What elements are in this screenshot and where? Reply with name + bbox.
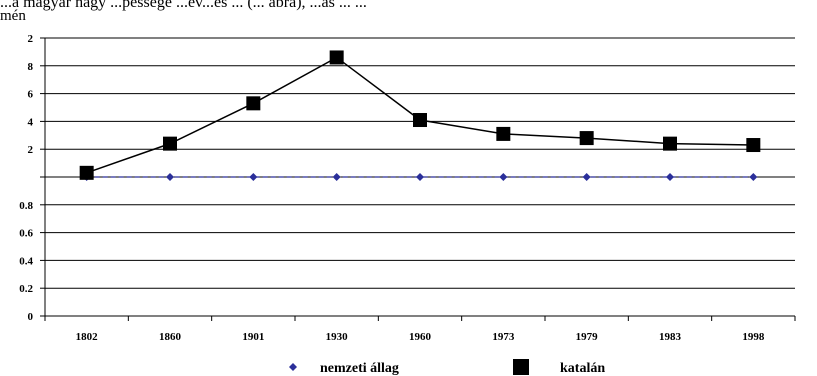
data-point	[329, 50, 344, 65]
x-tick-label: 1998	[742, 331, 765, 343]
y-tick-label: 6	[28, 89, 34, 101]
legend: nemzeti állag katalán	[289, 359, 605, 376]
y-tick-label: 2	[28, 144, 34, 156]
intro-line-2: mén	[0, 8, 26, 24]
data-point	[246, 96, 261, 111]
legend-marker	[289, 363, 297, 371]
y-tick-label: 4	[28, 116, 34, 128]
data-point	[249, 173, 258, 181]
data-point	[499, 173, 508, 181]
data-point	[496, 126, 511, 141]
x-tick-label: 1901	[242, 331, 264, 343]
data-point	[163, 136, 177, 151]
data-point	[332, 173, 341, 181]
data-point	[413, 113, 427, 128]
data-point	[746, 138, 761, 153]
data-point	[579, 131, 594, 146]
y-tick-label: 0.2	[19, 283, 33, 295]
y-tick-label: 2	[28, 33, 34, 45]
y-axis: 0 0.2 0.4 0.6 0.8 2 4 6 8 2	[19, 33, 46, 323]
x-tick-label: 1983	[659, 331, 682, 343]
legend-label: katalán	[560, 361, 605, 376]
x-tick-label: 1860	[159, 331, 182, 343]
data-point	[666, 173, 674, 181]
legend-marker	[513, 359, 529, 375]
y-tick-label: 8	[28, 61, 34, 73]
legend-label: nemzeti állag	[320, 361, 399, 376]
data-point	[663, 136, 677, 151]
data-point	[582, 173, 591, 181]
intro-line-1: ...a magyar nagy ...pessége ...ev...es .…	[0, 0, 367, 11]
data-point	[79, 165, 94, 180]
intro-text: ...a magyar nagy ...pessége ...ev...es .…	[0, 0, 817, 18]
data-point	[166, 173, 174, 181]
x-tick-label: 1973	[492, 331, 515, 343]
y-tick-label: 0.6	[19, 228, 33, 240]
series-group	[79, 50, 761, 181]
x-tick-label: 1802	[76, 331, 99, 343]
x-tick-label: 1930	[326, 331, 349, 343]
data-point	[416, 173, 424, 181]
data-point	[749, 173, 758, 181]
x-tick-label: 1979	[576, 331, 599, 343]
y-tick-label: 0	[28, 311, 34, 323]
x-tick-label: 1960	[409, 331, 432, 343]
gridlines	[45, 37, 795, 289]
y-tick-label: 0.8	[19, 200, 33, 212]
x-axis: 1802 1860 1901 1930 1960 1973 1979 1983 1998	[44, 315, 796, 343]
y-tick-label: 0.4	[19, 255, 33, 267]
